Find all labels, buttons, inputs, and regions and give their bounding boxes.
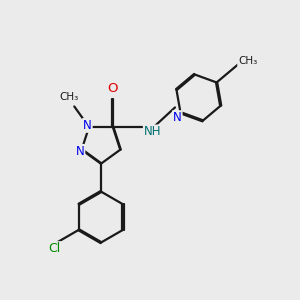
Text: Cl: Cl [48,242,60,255]
Text: O: O [108,82,118,95]
Text: CH₃: CH₃ [238,56,257,66]
Text: NH: NH [144,125,161,139]
Text: N: N [173,111,182,124]
Text: N: N [83,119,92,132]
Text: CH₃: CH₃ [60,92,79,102]
Text: N: N [76,145,84,158]
